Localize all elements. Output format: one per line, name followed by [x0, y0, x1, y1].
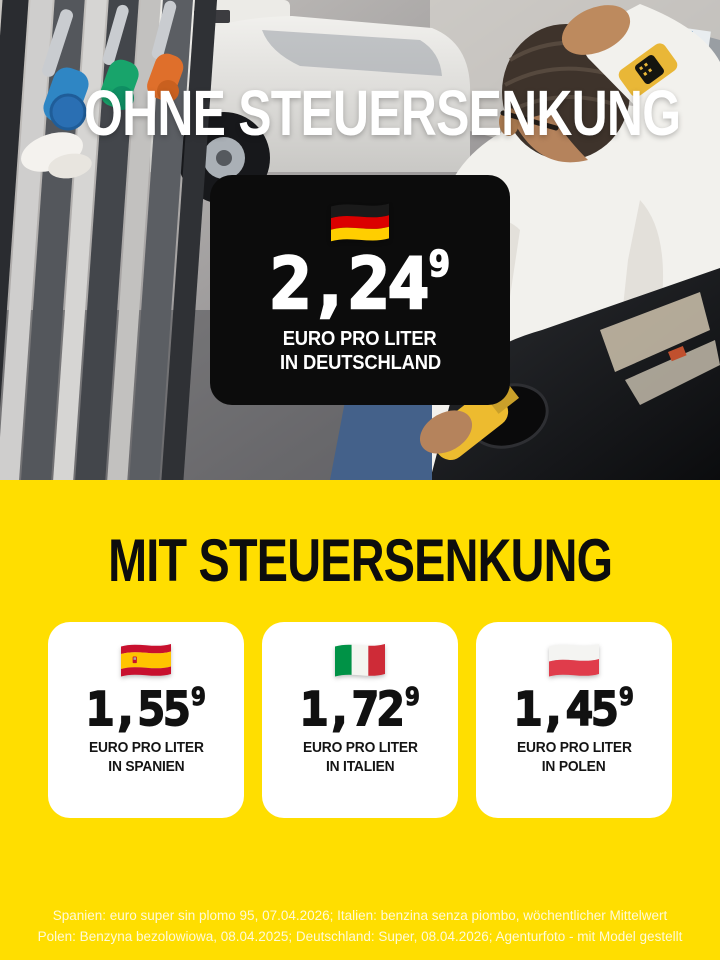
germany-price-value: 2,24 — [269, 243, 431, 325]
germany-price-card: 2,24 9 EURO PRO LITER IN DEUTSCHLAND — [210, 175, 510, 405]
germany-caption-line1: EURO PRO LITER — [283, 328, 437, 350]
country-price-caption: EURO PRO LITER IN POLEN — [512, 739, 637, 777]
country-flag-icon — [335, 640, 385, 678]
country-price-caption: EURO PRO LITER IN SPANIEN — [84, 739, 209, 777]
headline-with-tax-cut: MIT STEUERSENKUNG — [0, 526, 720, 595]
country-price-superscript: 9 — [404, 682, 420, 711]
country-flag-icon — [549, 640, 599, 678]
germany-flag-icon — [331, 199, 389, 243]
country-price-value: 1,72 — [299, 682, 406, 736]
country-price-card: 1,45 9 EURO PRO LITER IN POLEN — [476, 622, 672, 818]
country-price-value: 1,55 — [85, 682, 192, 736]
yellow-watch — [618, 43, 678, 97]
country-caption-line1: EURO PRO LITER — [302, 739, 418, 756]
country-caption-line1: EURO PRO LITER — [516, 739, 632, 756]
country-price-cards: 1,55 9 EURO PRO LITER IN SPANIEN 1,72 — [48, 622, 672, 818]
germany-price-caption: EURO PRO LITER IN DEUTSCHLAND — [273, 327, 448, 376]
country-price-caption: EURO PRO LITER IN ITALIEN — [298, 739, 423, 777]
country-flag-icon — [121, 640, 171, 678]
country-price-card: 1,72 9 EURO PRO LITER IN ITALIEN — [262, 622, 458, 818]
germany-price: 2,24 9 — [269, 243, 451, 325]
headline-with-tax-cut-text: MIT STEUERSENKUNG — [107, 527, 613, 594]
headline-without-tax-cut: OHNE STEUERSENKUNG — [0, 76, 720, 150]
tax-cut-section: MIT STEUERSENKUNG 1,55 9 EURO PRO LITER … — [0, 480, 720, 960]
source-footnote: Spanien: euro super sin plomo 95, 07.04.… — [0, 905, 720, 948]
country-price-superscript: 9 — [190, 682, 206, 711]
country-price-value: 1,45 — [513, 682, 620, 736]
country-caption-line2: IN POLEN — [542, 757, 606, 775]
germany-price-superscript: 9 — [428, 244, 451, 285]
country-caption-line2: IN SPANIEN — [107, 757, 185, 775]
country-price: 1,55 9 — [85, 682, 206, 736]
photo-section: OHNE STEUERSENKUNG 2,24 9 EURO PRO LITER… — [0, 0, 720, 480]
footnote-line1: Spanien: euro super sin plomo 95, 07.04.… — [52, 907, 668, 923]
germany-caption-line2: IN DEUTSCHLAND — [279, 352, 441, 375]
headline-without-tax-cut-text: OHNE STEUERSENKUNG — [84, 77, 681, 149]
fuel-pump-hoses — [0, 0, 218, 480]
country-price-card: 1,55 9 EURO PRO LITER IN SPANIEN — [48, 622, 244, 818]
country-price: 1,72 9 — [299, 682, 420, 736]
country-caption-line2: IN ITALIEN — [325, 757, 395, 775]
country-price-superscript: 9 — [618, 682, 634, 711]
country-price: 1,45 9 — [513, 682, 634, 736]
footnote-line2: Polen: Benzyna bezolowiowa, 08.04.2025; … — [37, 929, 683, 945]
country-caption-line1: EURO PRO LITER — [88, 739, 204, 756]
